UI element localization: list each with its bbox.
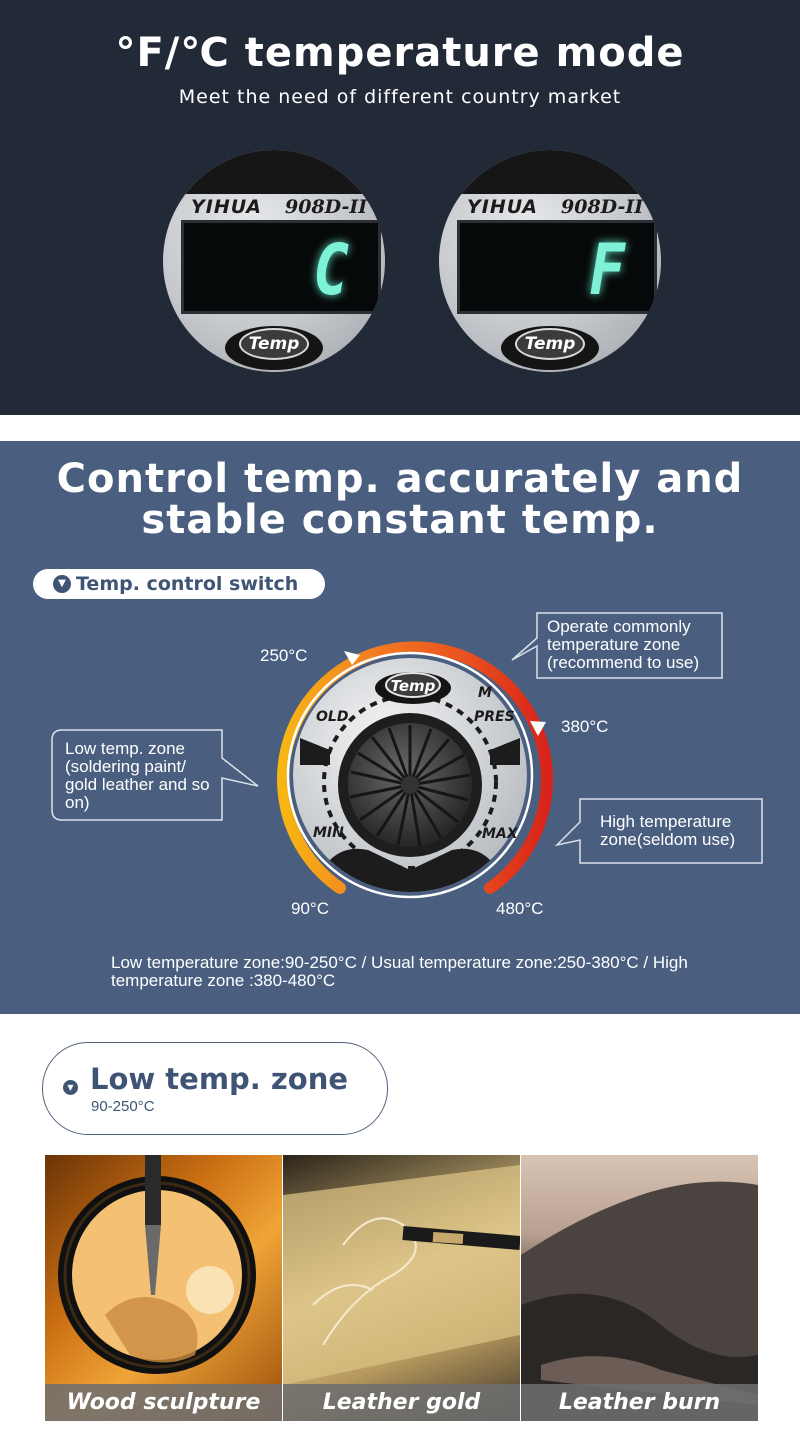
temp-control-switch-pill bbox=[33, 569, 325, 599]
mem-label: M bbox=[478, 685, 492, 701]
leather-gold-photo: Leather gold bbox=[283, 1155, 520, 1421]
low-temp-zone-range: 90-250°C bbox=[91, 1098, 155, 1115]
low-temp-zone-title: Low temp. zone bbox=[90, 1062, 349, 1096]
wood-sculpture-caption: Wood sculpture bbox=[45, 1384, 282, 1421]
low-zone-callout-bubble bbox=[51, 729, 259, 821]
operate-zone-callout-bubble bbox=[511, 612, 723, 679]
display-readout: F bbox=[589, 229, 625, 311]
marker-380-icon bbox=[530, 721, 546, 736]
high-zone-callout: High temperature zone(seldom use) bbox=[600, 812, 736, 849]
brand-label: YIHUA bbox=[467, 196, 539, 218]
control-temp-title-line1: Control temp. accurately and bbox=[56, 456, 744, 502]
temp-control-switch-label: Temp. control switch bbox=[76, 573, 299, 595]
temperature-mode-title: °F/℃ temperature mode bbox=[115, 30, 685, 76]
celsius-display-closeup: YIHUA 908D-II C Temp bbox=[163, 150, 385, 372]
low-zone-callout: Low temp. zone (soldering paint/ gold le… bbox=[65, 739, 210, 812]
temperature-mode-subtitle: Meet the need of different country marke… bbox=[178, 86, 622, 108]
fahrenheit-display-closeup: YIHUA 908D-II F Temp bbox=[439, 150, 661, 372]
chevron-down-icon: ▼ bbox=[53, 575, 71, 593]
brand-label: YIHUA bbox=[191, 196, 263, 218]
panel-top-edge bbox=[163, 150, 385, 194]
max-label: MAX bbox=[482, 826, 519, 842]
leather-burn-caption: Leather burn bbox=[521, 1384, 758, 1421]
temperature-zone-note: Low temperature zone:90-250°C / Usual te… bbox=[111, 953, 688, 990]
knob-ridges bbox=[349, 725, 471, 847]
knob-center bbox=[401, 776, 419, 794]
dial-ring bbox=[286, 651, 534, 899]
temp-button: Temp bbox=[515, 328, 585, 360]
control-temp-title-line2: stable constant temp. bbox=[141, 497, 659, 543]
temp-label-90: 90°C bbox=[291, 899, 329, 918]
model-label: 908D-II bbox=[561, 196, 644, 218]
dial-temp-button-label: Temp bbox=[391, 677, 436, 695]
panel-top-edge bbox=[439, 150, 661, 194]
preset-label: PRES bbox=[474, 709, 515, 725]
chevron-down-icon: ▼ bbox=[63, 1080, 78, 1095]
temp-label-480: 480°C bbox=[496, 899, 544, 918]
wood-sculpture-photo: Wood sculpture bbox=[45, 1155, 282, 1421]
leather-burn-photo: Leather burn bbox=[521, 1155, 758, 1421]
magnifier-scene bbox=[58, 1155, 256, 1374]
temp-button: Temp bbox=[239, 328, 309, 360]
temp-label-380: 380°C bbox=[561, 717, 609, 736]
led-display: F bbox=[457, 220, 657, 314]
model-label: 908D-II bbox=[285, 196, 368, 218]
high-zone-callout-bubble bbox=[554, 798, 763, 864]
display-readout: C bbox=[313, 229, 349, 311]
hold-label: OLD bbox=[316, 709, 348, 725]
leather-scene bbox=[521, 1181, 758, 1421]
min-label: MIN bbox=[313, 825, 344, 841]
led-display: C bbox=[181, 220, 381, 314]
temperature-dial: Temp OLD PRES M MIN MAX bbox=[51, 612, 763, 899]
leather-gold-caption: Leather gold bbox=[283, 1384, 520, 1421]
low-temp-zone-header bbox=[42, 1042, 388, 1135]
marker-250-icon bbox=[344, 651, 360, 665]
operate-zone-callout: Operate commonly temperature zone (recom… bbox=[547, 617, 700, 672]
temperature-mode-section bbox=[0, 0, 800, 415]
dial-temp-button bbox=[385, 672, 441, 698]
gold-leaf-scene bbox=[283, 1165, 520, 1385]
temperature-range-arc bbox=[277, 641, 553, 894]
temp-label-250: 250°C bbox=[260, 646, 308, 665]
